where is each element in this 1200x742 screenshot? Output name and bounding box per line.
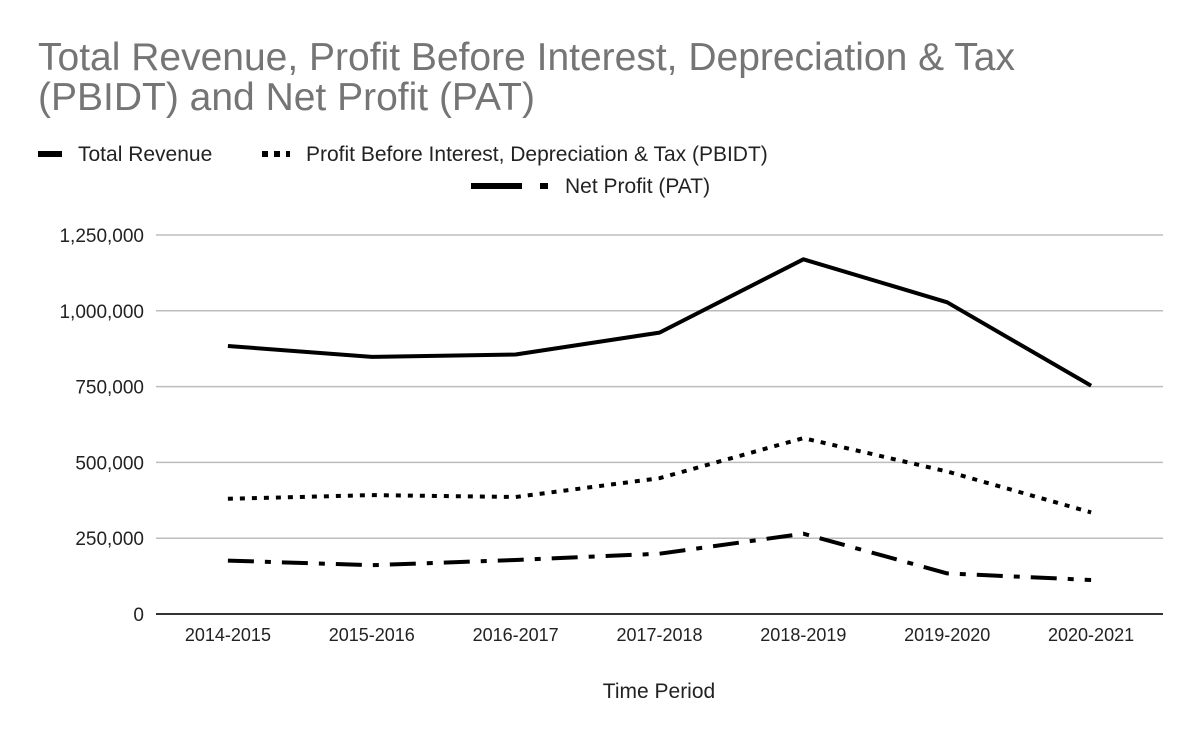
legend-label-pat: Net Profit (PAT): [565, 175, 710, 198]
gridlines: [156, 234, 1163, 615]
x-tick-label: 2016-2017: [473, 625, 559, 645]
chart-title-line-1: Total Revenue, Profit Before Interest, D…: [38, 36, 1015, 79]
x-tick-label: 2015-2016: [329, 625, 415, 645]
x-tick-label: 2014-2015: [185, 625, 271, 645]
y-tick-label: 500,000: [75, 453, 144, 474]
x-axis-ticks: 2014-2015 2015-2016 2016-2017 2017-2018 2018…: [185, 625, 1134, 645]
x-tick-label: 2017-2018: [616, 625, 702, 645]
series-lines: [227, 257, 1093, 582]
y-axis-ticks: 0 250,000 500,000 750,000 1,000,000 1,250,000: [59, 226, 144, 626]
legend-label-pbidt: Profit Before Interest, Depreciation & T…: [306, 143, 768, 166]
x-tick-label: 2018-2019: [760, 625, 846, 645]
legend: Total Revenue Profit Before Interest, De…: [38, 143, 768, 198]
x-tick-label: 2019-2020: [904, 625, 990, 645]
y-tick-label: 1,000,000: [59, 302, 144, 323]
x-axis-label: Time Period: [603, 680, 715, 703]
y-tick-label: 250,000: [75, 529, 144, 550]
y-tick-label: 1,250,000: [59, 226, 144, 247]
series-line-2: [227, 531, 1092, 582]
x-tick-label: 2020-2021: [1048, 625, 1134, 645]
chart-title-line-2: (PBIDT) and Net Profit (PAT): [38, 76, 535, 119]
series-line-0: [227, 257, 1093, 388]
legend-label-total-revenue: Total Revenue: [78, 143, 212, 166]
series-line-1: [227, 436, 1092, 515]
y-tick-label: 750,000: [75, 378, 144, 399]
y-tick-label: 0: [133, 605, 144, 626]
